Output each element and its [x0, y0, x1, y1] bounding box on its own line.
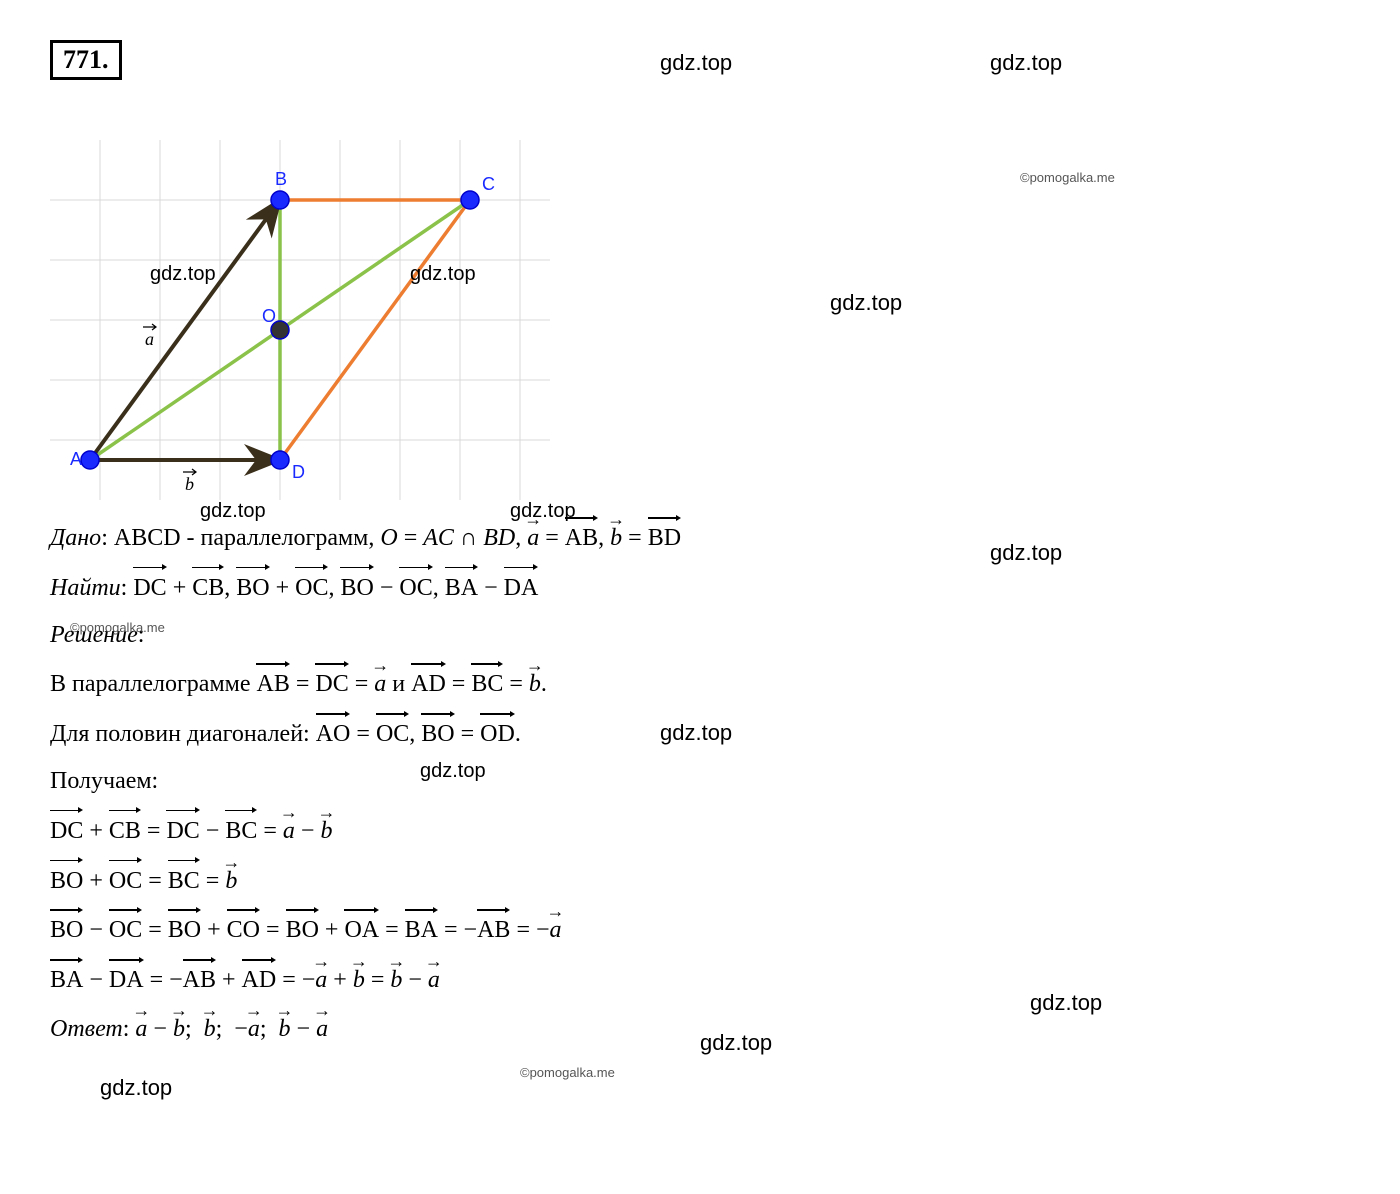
vec-CB: CB: [192, 565, 224, 609]
eq3: BO − OC = BO + CO = BO + OA = BA = −AB =…: [50, 907, 1350, 951]
problem-number: 771.: [50, 40, 122, 80]
dano-label: Дано: [50, 525, 101, 551]
vec-b: b: [610, 516, 622, 559]
vec-BO: BO: [340, 565, 373, 609]
watermark: ©pomogalka.me: [1020, 170, 1115, 185]
svg-text:O: O: [262, 306, 276, 326]
vec-OC: OC: [109, 907, 142, 951]
vec-b: b: [204, 1007, 216, 1050]
vec-b: b: [225, 859, 237, 902]
vec-a: a: [248, 1007, 260, 1050]
vec-AO: AO: [316, 711, 351, 755]
vec-OC: OC: [376, 711, 409, 755]
vec-CO: CO: [227, 907, 260, 951]
otvet-line: Ответ: a − b; b; −a; b − a: [50, 1007, 1350, 1050]
line1-pre: В параллелограмме: [50, 671, 256, 697]
watermark: gdz.top: [830, 290, 902, 316]
vec-DA: DA: [504, 565, 539, 609]
vec-BC: BC: [168, 858, 200, 902]
svg-text:C: C: [482, 174, 495, 194]
vec-BC: BC: [471, 661, 503, 705]
dano-text: : ABCD - параллелограмм,: [101, 525, 380, 551]
vec-OC: OC: [109, 858, 142, 902]
otvet-label: Ответ: [50, 1016, 123, 1042]
vec-BO: BO: [168, 907, 201, 951]
svg-text:a: a: [145, 329, 154, 349]
svg-text:gdz.top: gdz.top: [150, 263, 216, 285]
vec-DC: DC: [166, 808, 199, 852]
vec-OA: OA: [344, 907, 379, 951]
reshenie-line: Решение:: [50, 615, 1350, 656]
vec-a: a: [550, 908, 562, 951]
watermark: ©pomogalka.me: [520, 1065, 615, 1080]
vec-CB: CB: [109, 808, 141, 852]
vec-OC: OC: [399, 565, 432, 609]
line2: Для половин диагоналей: AO = OC, BO = OD…: [50, 711, 1350, 755]
vec-b: b: [390, 958, 402, 1001]
vec-BA: BA: [405, 907, 438, 951]
vec-BA: BA: [50, 957, 83, 1001]
watermark: gdz.top: [990, 50, 1062, 76]
svg-text:B: B: [275, 169, 287, 189]
vec-a: a: [428, 958, 440, 1001]
vec-BD: BD: [648, 515, 681, 559]
poluchaem: Получаем:: [50, 761, 1350, 802]
svg-text:gdz.top: gdz.top: [410, 263, 476, 285]
vec-a: a: [135, 1007, 147, 1050]
vec-DC: DC: [133, 565, 166, 609]
eq2: BO + OC = BC = b: [50, 858, 1350, 902]
vec-b: b: [279, 1007, 291, 1050]
vec-a: a: [283, 809, 295, 852]
dano-line: Дано: ABCD - параллелограмм, O = AC ∩ BD…: [50, 515, 1350, 559]
eq1: DC + CB = DC − BC = a − b: [50, 808, 1350, 852]
reshenie-label: Решение: [50, 622, 138, 648]
vec-DC: DC: [50, 808, 83, 852]
vec-DC: DC: [315, 661, 348, 705]
vec-a: a: [316, 1007, 328, 1050]
vec-BC: BC: [225, 808, 257, 852]
diagram: A B C D Oa b gdz.top gdz.top: [50, 140, 550, 500]
vec-b: b: [320, 809, 332, 852]
svg-text:A: A: [70, 449, 82, 469]
watermark: gdz.top: [660, 50, 732, 76]
vec-BA: BA: [445, 565, 478, 609]
vec-AB: AB: [477, 907, 510, 951]
solution-content: Дано: ABCD - параллелограмм, O = AC ∩ BD…: [50, 515, 1350, 1050]
vec-BO: BO: [50, 858, 83, 902]
vec-b: b: [173, 1007, 185, 1050]
vec-b: b: [353, 958, 365, 1001]
vec-b: b: [529, 662, 541, 705]
watermark: gdz.top: [100, 1075, 172, 1101]
vec-AB: AB: [565, 515, 598, 559]
line1-and: и: [386, 671, 411, 697]
vec-a: a: [374, 662, 386, 705]
vec-BO: BO: [50, 907, 83, 951]
vec-BO: BO: [421, 711, 454, 755]
vec-BO: BO: [236, 565, 269, 609]
vec-OC: OC: [295, 565, 328, 609]
vec-AD: AD: [411, 661, 446, 705]
naiti-line: Найти: DC + CB, BO + OC, BO − OC, BA − D…: [50, 565, 1350, 609]
naiti-label: Найти: [50, 575, 121, 601]
line2-pre: Для половин диагоналей:: [50, 721, 316, 747]
svg-text:b: b: [185, 474, 194, 494]
vec-AB: AB: [256, 661, 289, 705]
vec-OD: OD: [480, 711, 515, 755]
svg-text:D: D: [292, 462, 305, 482]
line1: В параллелограмме AB = DC = a и AD = BC …: [50, 661, 1350, 705]
vec-BO: BO: [286, 907, 319, 951]
vec-a: a: [527, 516, 539, 559]
